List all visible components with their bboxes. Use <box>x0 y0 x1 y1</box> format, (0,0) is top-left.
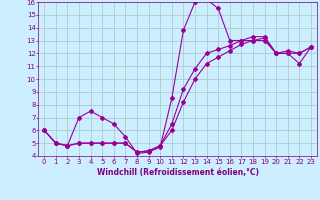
X-axis label: Windchill (Refroidissement éolien,°C): Windchill (Refroidissement éolien,°C) <box>97 168 259 177</box>
